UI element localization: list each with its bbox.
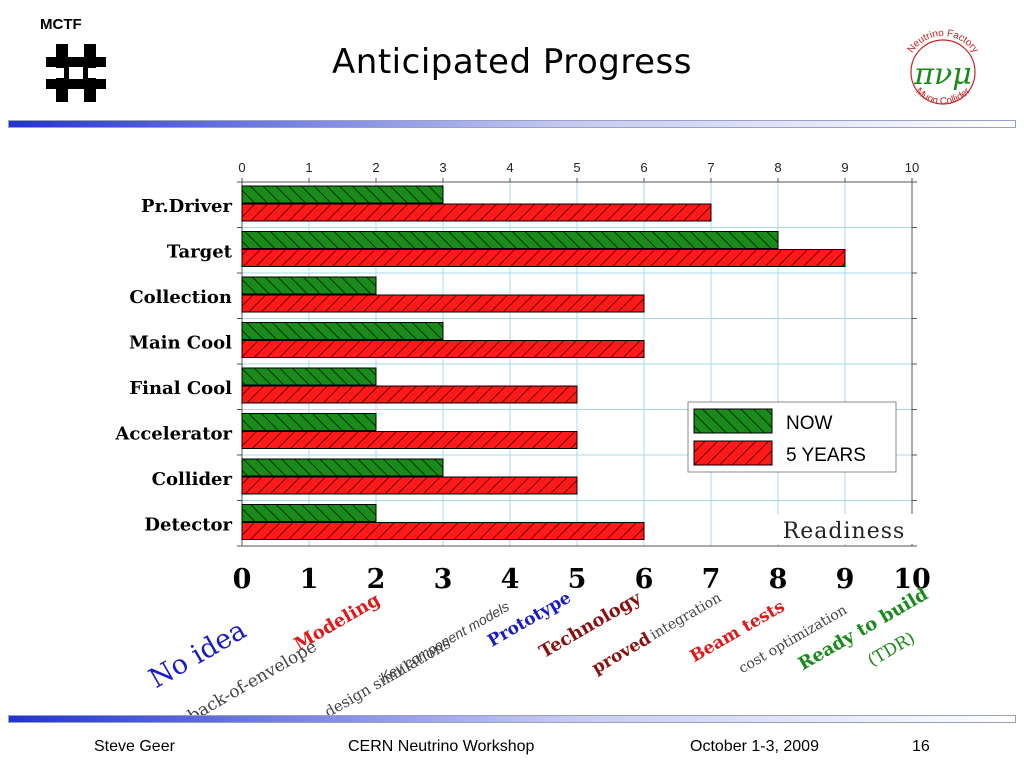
bar-5-years <box>241 431 578 449</box>
bar-5-years <box>241 340 645 358</box>
x-tick-label: 1 <box>305 160 312 175</box>
x-tick-label: 3 <box>439 160 446 175</box>
footer-divider <box>8 715 1016 723</box>
x-tick-label: 5 <box>573 160 580 175</box>
neutrino-factory-logo-icon: Neutrino Factory Muon Collider πνμ <box>906 28 981 107</box>
scale-label: proved <box>588 629 654 679</box>
x-tick-label: 0 <box>238 160 245 175</box>
bar-now <box>241 367 377 386</box>
x-tick-label: 8 <box>774 160 781 175</box>
logo-glyphs: πνμ <box>913 57 971 92</box>
scale-number: 0 <box>233 564 252 595</box>
readiness-chart: 0 1 2 3 4 5 6 7 8 9 10 Pr.DriverTargetCollectionMa… <box>114 160 932 715</box>
scale-label: Modeling <box>291 589 384 655</box>
bar-now <box>241 504 377 522</box>
bar-now <box>241 185 444 204</box>
x-tick-label: 6 <box>640 160 647 175</box>
footer-event: CERN Neutrino Workshop <box>348 738 535 755</box>
category-label: Collection <box>129 287 232 308</box>
scale-number: 5 <box>568 564 587 595</box>
bar-5-years <box>241 203 712 222</box>
x-tick-label: 7 <box>707 160 714 175</box>
scale-number: 4 <box>501 564 520 595</box>
bar-5-years <box>241 476 578 495</box>
footer-date: October 1-3, 2009 <box>690 738 819 755</box>
legend-swatch-now <box>693 408 773 434</box>
scale-number: 10 <box>893 564 931 595</box>
x-tick-label: 9 <box>841 160 848 175</box>
category-label: Main Cool <box>129 332 232 353</box>
scale-number: 3 <box>434 564 453 595</box>
header-divider <box>8 120 1016 128</box>
category-label: Accelerator <box>114 423 232 444</box>
category-label: Target <box>167 241 233 262</box>
category-label: Final Cool <box>129 378 232 399</box>
legend-swatch-5-years <box>693 440 773 466</box>
x-tick-label: 4 <box>506 160 513 175</box>
bar-5-years <box>241 385 578 404</box>
scale-number: 9 <box>836 564 855 595</box>
bar-now <box>241 231 779 249</box>
scale-number: 2 <box>367 564 386 595</box>
bar-5-years <box>241 294 645 313</box>
bar-5-years <box>241 249 846 267</box>
axis-label-backdrop <box>768 514 920 544</box>
fermilab-logo-icon <box>46 44 106 102</box>
slide-title: Anticipated Progress <box>332 42 692 82</box>
scale-number: 1 <box>300 564 319 595</box>
bar-5-years <box>241 522 645 540</box>
bar-now <box>241 322 444 340</box>
x-axis-label: Readiness <box>783 519 906 544</box>
footer-page-number: 16 <box>912 738 930 755</box>
scale-number: 8 <box>769 564 788 595</box>
mctf-label: MCTF <box>40 16 82 33</box>
x-tick-label: 10 <box>905 160 919 175</box>
legend-label-now: NOW <box>786 413 833 434</box>
legend-label-5-years: 5 YEARS <box>786 445 866 466</box>
bar-now <box>241 458 444 477</box>
scale-number: 6 <box>635 564 654 595</box>
bar-now <box>241 413 377 431</box>
category-label: Collider <box>152 469 233 490</box>
category-label: Detector <box>144 514 232 535</box>
bar-now <box>241 276 377 295</box>
category-label: Pr.Driver <box>141 196 232 217</box>
scale-number: 7 <box>702 564 721 595</box>
x-tick-label: 2 <box>372 160 379 175</box>
footer-author: Steve Geer <box>94 738 175 755</box>
